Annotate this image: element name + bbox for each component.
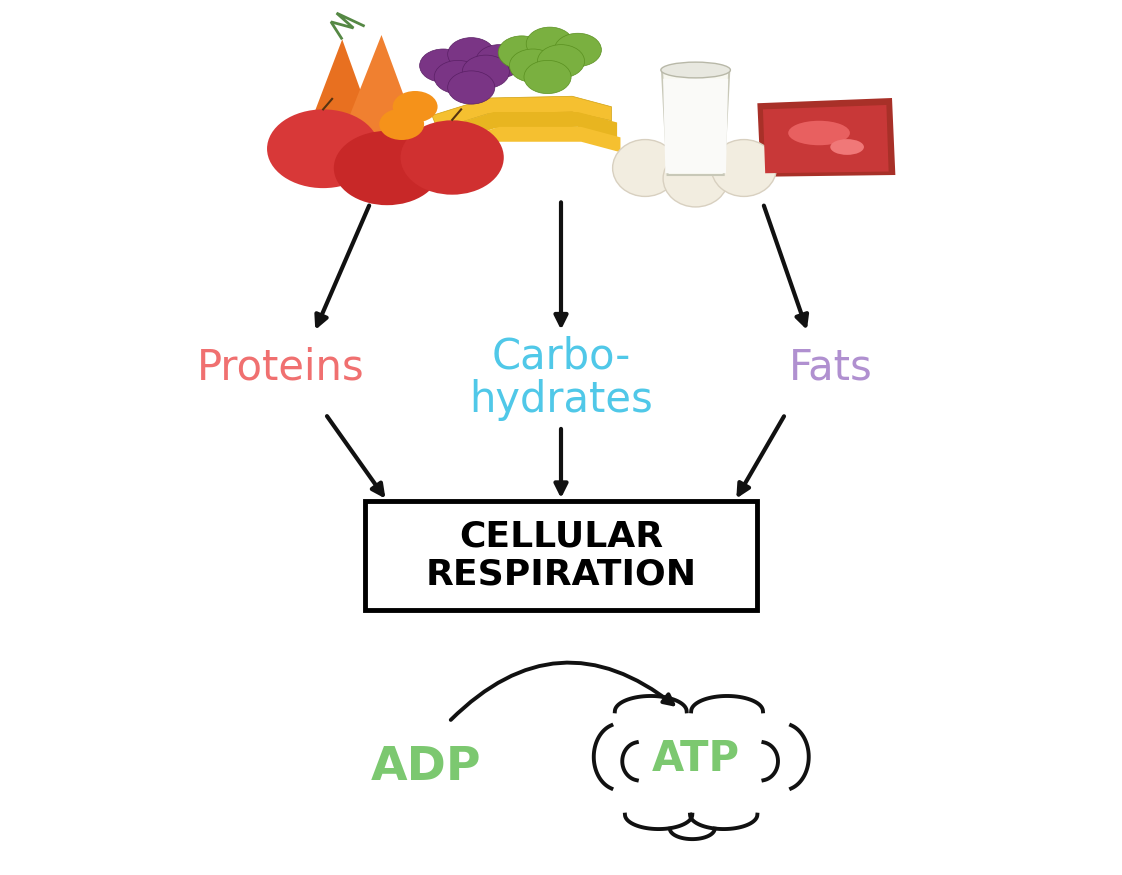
Ellipse shape	[537, 45, 585, 78]
Ellipse shape	[448, 38, 495, 71]
Text: ADP: ADP	[371, 745, 481, 790]
Ellipse shape	[333, 130, 440, 205]
Ellipse shape	[448, 71, 495, 104]
Text: Proteins: Proteins	[196, 346, 365, 388]
Ellipse shape	[526, 27, 573, 60]
Text: ATP: ATP	[652, 738, 739, 780]
Text: Carbo-: Carbo-	[491, 335, 631, 377]
Ellipse shape	[420, 49, 467, 82]
Ellipse shape	[267, 109, 379, 188]
Polygon shape	[337, 35, 421, 149]
Ellipse shape	[379, 108, 424, 140]
Text: RESPIRATION: RESPIRATION	[425, 558, 697, 592]
Ellipse shape	[661, 62, 730, 78]
Ellipse shape	[830, 139, 864, 155]
Ellipse shape	[393, 91, 438, 123]
Ellipse shape	[476, 45, 523, 78]
Text: CELLULAR: CELLULAR	[459, 520, 663, 553]
Ellipse shape	[663, 150, 728, 206]
Ellipse shape	[462, 55, 509, 88]
Polygon shape	[443, 127, 620, 159]
Polygon shape	[438, 112, 617, 144]
Text: Fats: Fats	[789, 346, 872, 388]
Polygon shape	[757, 98, 895, 177]
Ellipse shape	[401, 121, 504, 195]
Polygon shape	[662, 70, 729, 175]
Polygon shape	[297, 39, 381, 158]
Text: hydrates: hydrates	[469, 379, 653, 421]
Ellipse shape	[498, 36, 545, 69]
Polygon shape	[663, 79, 728, 173]
Ellipse shape	[554, 33, 601, 66]
Ellipse shape	[434, 60, 481, 94]
Polygon shape	[432, 96, 611, 130]
Ellipse shape	[509, 49, 557, 82]
Polygon shape	[763, 105, 889, 173]
Ellipse shape	[524, 60, 571, 94]
Ellipse shape	[711, 139, 776, 196]
FancyBboxPatch shape	[365, 500, 757, 611]
Ellipse shape	[788, 121, 850, 145]
Ellipse shape	[613, 139, 678, 196]
